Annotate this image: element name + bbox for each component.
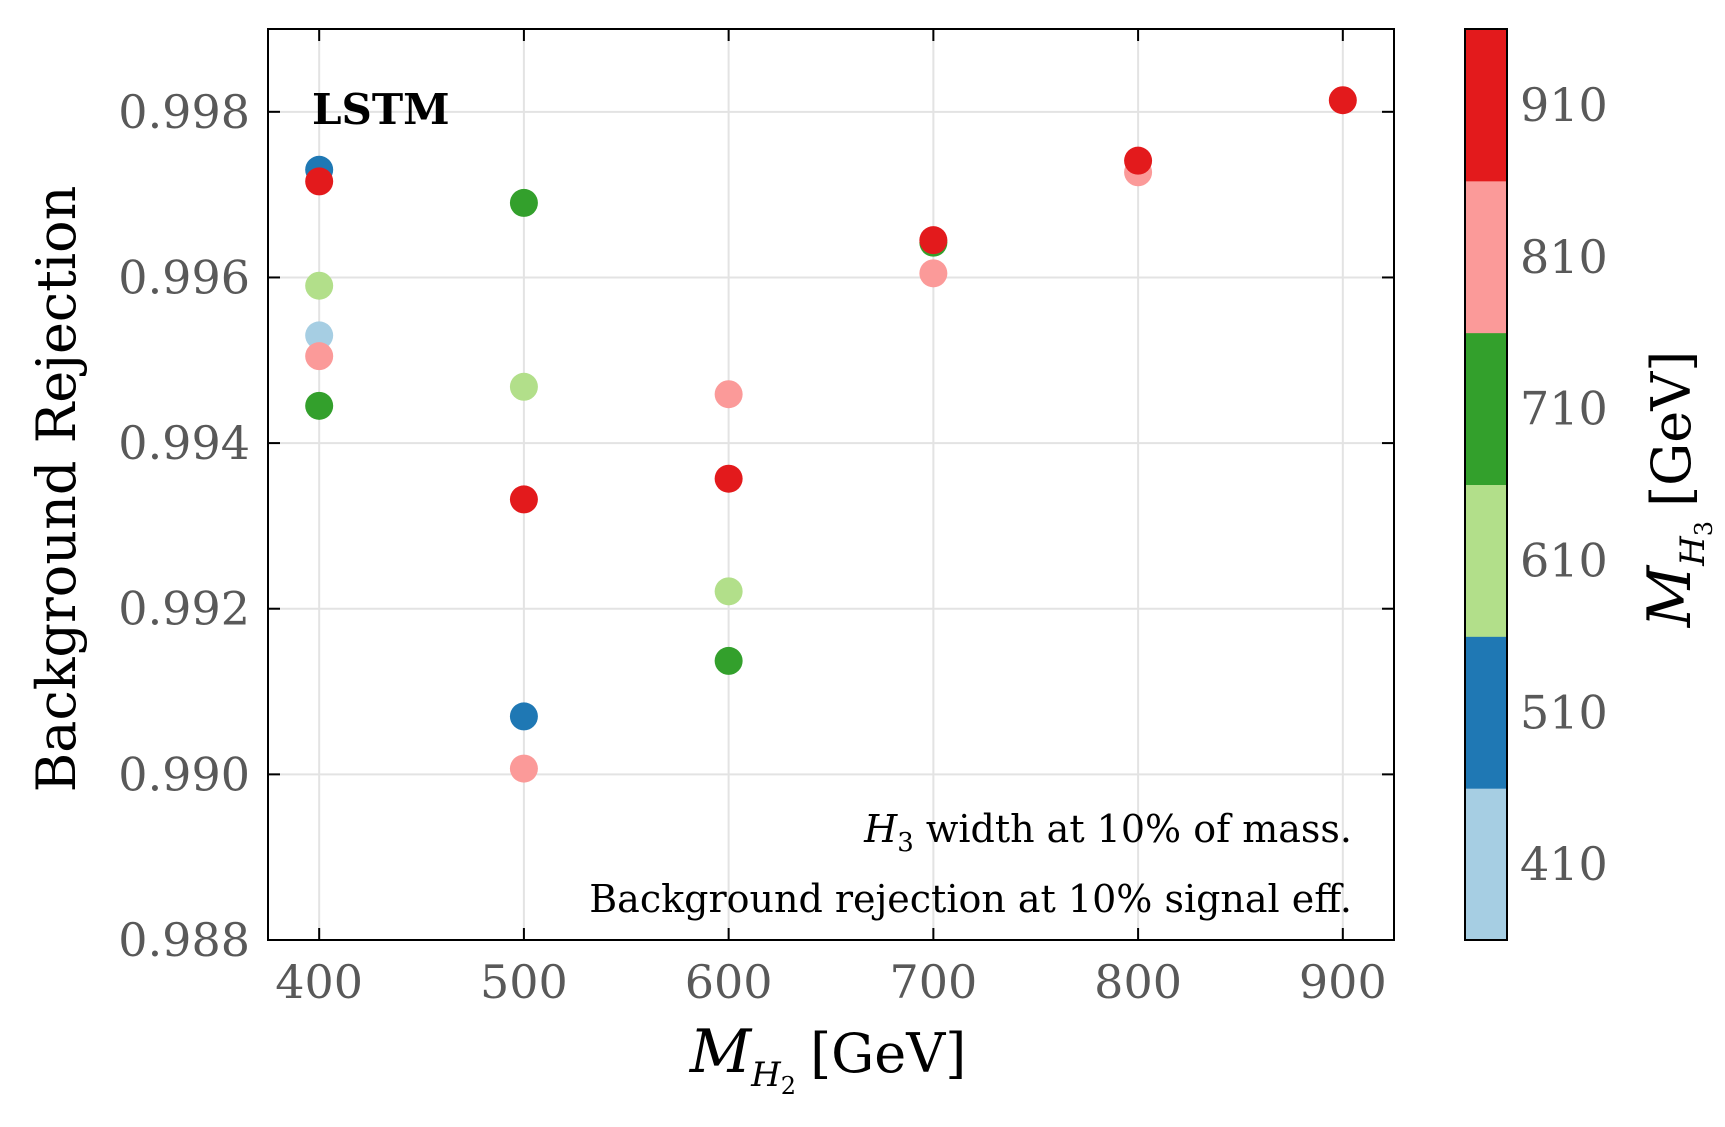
colorbar-labels: 410 510 610 710 810 910: [1520, 78, 1608, 891]
data-point: [509, 754, 538, 783]
y-axis-title: Background Rejection: [25, 186, 88, 793]
colorbar-segment: [1465, 29, 1507, 182]
x-tick-label: 600: [685, 955, 773, 1009]
data-point: [305, 321, 334, 350]
colorbar-title: MH3 [GeV]: [1635, 351, 1718, 629]
data-point: [1124, 146, 1153, 175]
data-point: [509, 188, 538, 217]
grid-lines: [268, 29, 1394, 940]
data-point: [509, 485, 538, 514]
x-axis-title-unit: [GeV]: [810, 1022, 966, 1085]
annotation-line-2: Background rejection at 10% signal eff.: [589, 877, 1352, 921]
data-point: [919, 226, 948, 255]
colorbar-title-symbol: M: [1635, 564, 1705, 628]
colorbar-segment: [1465, 484, 1507, 637]
data-point: [305, 342, 334, 371]
colorbar-segment: [1465, 636, 1507, 789]
data-point: [509, 372, 538, 401]
axis-ticks: [268, 29, 1394, 941]
data-point: [305, 271, 334, 300]
y-tick-label: 0.994: [118, 416, 250, 470]
colorbar-title-subsub: 3: [1690, 521, 1718, 536]
y-tick-label: 0.990: [118, 747, 250, 801]
x-tick-label: 800: [1094, 955, 1182, 1009]
colorbar-frame: [1464, 28, 1508, 941]
data-point: [714, 380, 743, 409]
colorbar-title-unit: [GeV]: [1640, 351, 1703, 507]
data-point: [714, 577, 743, 606]
x-tick-labels: 400 500 600 700 800 900: [275, 955, 1386, 1009]
x-tick-label: 900: [1299, 955, 1387, 1009]
plot-frame: [267, 28, 1395, 941]
data-point: [509, 702, 538, 731]
panel-label: LSTM: [312, 85, 450, 134]
annotation-line-1-text: width at 10% of mass.: [914, 807, 1352, 851]
colorbar-tick-label: 610: [1520, 533, 1608, 587]
data-points: [305, 86, 1357, 783]
y-tick-label: 0.992: [118, 582, 250, 636]
x-tick-label: 400: [275, 955, 363, 1009]
colorbar-tick-label: 810: [1520, 230, 1608, 284]
colorbar-segment: [1465, 180, 1507, 334]
y-tick-labels: 0.988 0.990 0.992 0.994 0.996 0.998: [118, 85, 250, 967]
annotation-h-subscript: 3: [897, 828, 914, 858]
colorbar-tick-label: 410: [1520, 837, 1608, 891]
annotation-line-1: H3 width at 10% of mass.: [863, 807, 1352, 858]
data-point: [919, 259, 948, 288]
x-axis-title: MH2 [GeV]: [689, 1017, 967, 1100]
data-point: [714, 464, 743, 493]
colorbar-tick-label: 910: [1520, 78, 1608, 132]
colorbar-segment: [1465, 788, 1507, 941]
x-axis-title-sub: H: [750, 1055, 782, 1095]
colorbar-tick-label: 710: [1520, 382, 1608, 436]
colorbar-segment: [1465, 332, 1507, 485]
x-axis-title-subsub: 2: [781, 1072, 796, 1100]
colorbar-tick-label: 510: [1520, 685, 1608, 739]
y-tick-label: 0.988: [118, 913, 250, 967]
annotation-h-symbol: H: [863, 807, 898, 851]
colorbar-title-sub: H: [1673, 535, 1713, 567]
x-tick-label: 500: [480, 955, 568, 1009]
data-point: [305, 167, 334, 196]
y-tick-label: 0.996: [118, 250, 250, 304]
data-point: [305, 391, 334, 420]
x-axis-title-symbol: M: [689, 1017, 753, 1087]
x-tick-label: 700: [889, 955, 977, 1009]
data-point: [1328, 86, 1357, 115]
data-point: [714, 646, 743, 675]
colorbar: [1465, 29, 1507, 941]
y-tick-label: 0.998: [118, 85, 250, 139]
